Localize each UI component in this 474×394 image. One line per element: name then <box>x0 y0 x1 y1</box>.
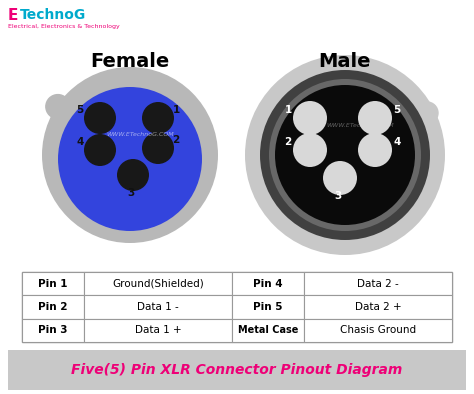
Text: Ground(Shielded): Ground(Shielded) <box>112 279 204 289</box>
Text: 3: 3 <box>334 191 342 201</box>
Bar <box>232 272 304 296</box>
Circle shape <box>293 101 327 135</box>
Text: E: E <box>8 8 18 23</box>
Text: 2: 2 <box>173 135 180 145</box>
Circle shape <box>245 55 445 255</box>
Text: Pin 3: Pin 3 <box>38 325 68 335</box>
Bar <box>22 319 84 342</box>
Text: Pin 2: Pin 2 <box>38 302 68 312</box>
Bar <box>84 296 232 319</box>
Bar <box>22 296 84 319</box>
Circle shape <box>323 161 357 195</box>
Text: 5: 5 <box>76 105 83 115</box>
Text: Five(5) Pin XLR Connector Pinout Diagram: Five(5) Pin XLR Connector Pinout Diagram <box>71 363 403 377</box>
Text: Electrical, Electronics & Technology: Electrical, Electronics & Technology <box>8 24 120 29</box>
Text: Chasis Ground: Chasis Ground <box>340 325 416 335</box>
Text: 1: 1 <box>284 105 292 115</box>
Circle shape <box>269 79 421 231</box>
Text: 3: 3 <box>128 188 135 198</box>
Circle shape <box>358 101 392 135</box>
Circle shape <box>84 102 116 134</box>
Bar <box>22 272 452 342</box>
Text: Female: Female <box>91 52 170 71</box>
Circle shape <box>416 102 438 124</box>
Text: 2: 2 <box>284 137 292 147</box>
Text: 4: 4 <box>76 137 84 147</box>
Circle shape <box>46 95 70 119</box>
Text: Data 1 +: Data 1 + <box>135 325 182 335</box>
Text: Pin 4: Pin 4 <box>253 279 283 289</box>
Circle shape <box>260 70 430 240</box>
Circle shape <box>275 85 415 225</box>
Text: 4: 4 <box>393 137 401 147</box>
Bar <box>84 272 232 296</box>
Text: Data 2 -: Data 2 - <box>357 279 399 289</box>
Text: Pin 1: Pin 1 <box>38 279 68 289</box>
Text: Metal Case: Metal Case <box>238 325 298 335</box>
Bar <box>22 272 84 296</box>
Text: WWW.ETechnoG.COM: WWW.ETechnoG.COM <box>326 123 394 128</box>
Circle shape <box>293 133 327 167</box>
Text: Data 1 -: Data 1 - <box>137 302 179 312</box>
Text: WWW.ETechnoG.COM: WWW.ETechnoG.COM <box>106 132 174 138</box>
Text: 5: 5 <box>393 105 401 115</box>
Bar <box>232 296 304 319</box>
Circle shape <box>358 133 392 167</box>
Text: 1: 1 <box>173 105 180 115</box>
Circle shape <box>117 159 149 191</box>
Bar <box>84 319 232 342</box>
Bar <box>304 272 452 296</box>
Circle shape <box>142 132 174 164</box>
Circle shape <box>142 102 174 134</box>
Circle shape <box>58 87 202 231</box>
Bar <box>304 296 452 319</box>
Circle shape <box>42 67 218 243</box>
Text: Pin 5: Pin 5 <box>253 302 283 312</box>
Bar <box>304 319 452 342</box>
Text: Male: Male <box>319 52 371 71</box>
Bar <box>232 319 304 342</box>
Circle shape <box>84 134 116 166</box>
Text: Data 2 +: Data 2 + <box>355 302 401 312</box>
Bar <box>8 350 466 390</box>
Text: TechnoG: TechnoG <box>20 8 86 22</box>
